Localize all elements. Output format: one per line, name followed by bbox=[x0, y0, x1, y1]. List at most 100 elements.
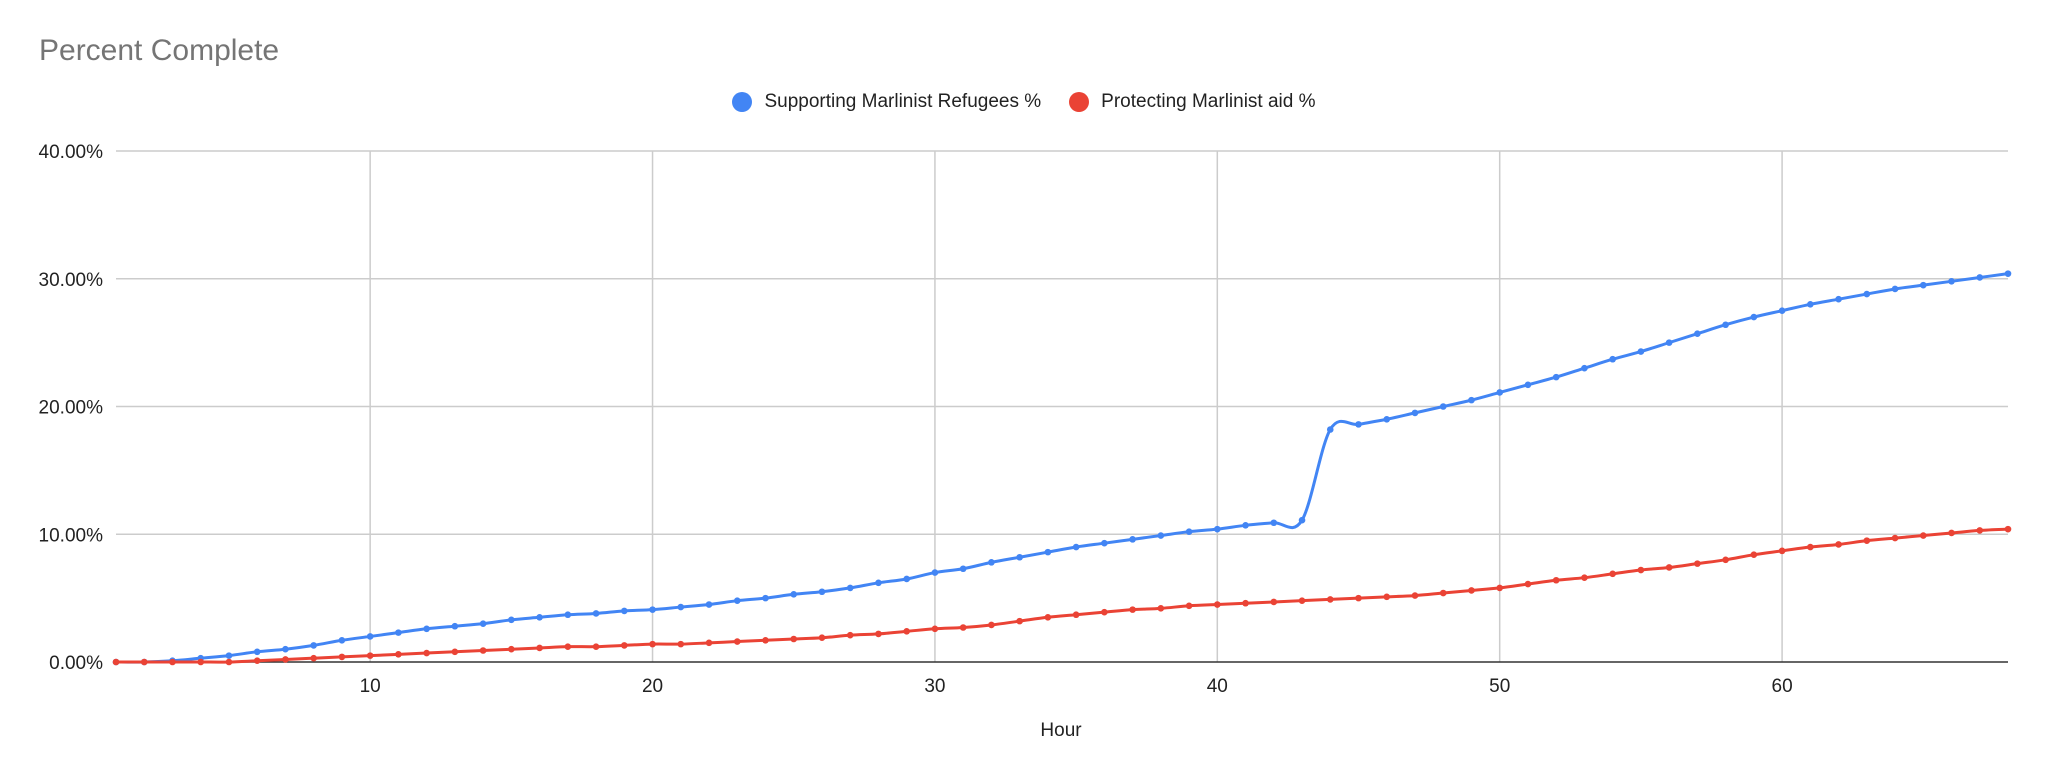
data-point-0[interactable] bbox=[1468, 396, 1475, 404]
data-point-0[interactable] bbox=[620, 607, 628, 615]
data-point-0[interactable] bbox=[1581, 364, 1588, 372]
data-point-0[interactable] bbox=[1439, 403, 1447, 410]
data-point-1[interactable] bbox=[1919, 532, 1927, 539]
data-point-0[interactable] bbox=[253, 648, 261, 656]
data-point-0[interactable] bbox=[1157, 532, 1165, 539]
data-point-0[interactable] bbox=[1044, 548, 1052, 556]
data-point-1[interactable] bbox=[733, 638, 741, 645]
data-point-0[interactable] bbox=[1976, 274, 1984, 281]
data-point-1[interactable] bbox=[1383, 593, 1391, 601]
data-point-1[interactable] bbox=[197, 658, 205, 666]
data-point-0[interactable] bbox=[903, 575, 910, 583]
data-point-0[interactable] bbox=[1411, 409, 1419, 417]
data-point-0[interactable] bbox=[592, 610, 600, 617]
data-point-1[interactable] bbox=[1524, 580, 1532, 588]
data-point-1[interactable] bbox=[282, 656, 289, 663]
data-point-1[interactable] bbox=[762, 636, 769, 644]
data-point-1[interactable] bbox=[1665, 564, 1673, 571]
data-point-0[interactable] bbox=[1778, 307, 1786, 314]
data-point-0[interactable] bbox=[1101, 539, 1108, 547]
data-point-1[interactable] bbox=[875, 630, 882, 638]
data-point-1[interactable] bbox=[1863, 537, 1871, 544]
data-point-1[interactable] bbox=[988, 621, 995, 629]
data-point-1[interactable] bbox=[620, 642, 628, 649]
data-point-1[interactable] bbox=[931, 625, 939, 633]
data-point-0[interactable] bbox=[564, 611, 572, 619]
data-point-1[interactable] bbox=[1270, 598, 1278, 606]
data-point-1[interactable] bbox=[1129, 606, 1136, 613]
data-point-0[interactable] bbox=[1355, 421, 1362, 428]
data-point-0[interactable] bbox=[1524, 381, 1532, 389]
data-point-0[interactable] bbox=[1214, 525, 1221, 533]
data-point-1[interactable] bbox=[395, 651, 402, 658]
data-point-1[interactable] bbox=[508, 645, 515, 653]
data-point-0[interactable] bbox=[366, 633, 374, 640]
data-point-0[interactable] bbox=[1185, 528, 1193, 535]
data-point-0[interactable] bbox=[1891, 285, 1899, 293]
data-point-1[interactable] bbox=[1835, 541, 1842, 548]
data-point-1[interactable] bbox=[1552, 576, 1560, 584]
data-point-0[interactable] bbox=[1948, 278, 1955, 285]
data-point-1[interactable] bbox=[1891, 534, 1899, 542]
data-point-1[interactable] bbox=[1694, 560, 1701, 567]
data-point-1[interactable] bbox=[2004, 525, 2012, 533]
data-point-1[interactable] bbox=[1044, 613, 1052, 621]
data-point-0[interactable] bbox=[846, 584, 854, 592]
data-point-1[interactable] bbox=[1072, 611, 1080, 619]
data-point-1[interactable] bbox=[479, 647, 487, 654]
data-point-0[interactable] bbox=[1016, 553, 1023, 561]
data-point-1[interactable] bbox=[225, 658, 233, 666]
data-point-1[interactable] bbox=[1185, 602, 1193, 610]
data-point-0[interactable] bbox=[282, 645, 289, 653]
data-point-1[interactable] bbox=[564, 643, 572, 650]
data-point-0[interactable] bbox=[677, 603, 685, 611]
data-point-0[interactable] bbox=[451, 622, 459, 630]
data-point-0[interactable] bbox=[508, 616, 515, 624]
data-point-0[interactable] bbox=[310, 642, 317, 649]
data-point-1[interactable] bbox=[1439, 589, 1447, 597]
data-point-0[interactable] bbox=[790, 590, 798, 598]
data-point-0[interactable] bbox=[1242, 522, 1249, 529]
data-point-1[interactable] bbox=[1101, 608, 1108, 616]
data-point-0[interactable] bbox=[536, 613, 543, 621]
data-point-0[interactable] bbox=[931, 569, 939, 576]
data-point-1[interactable] bbox=[818, 634, 826, 642]
data-point-1[interactable] bbox=[1411, 592, 1419, 599]
data-point-1[interactable] bbox=[846, 631, 854, 639]
data-point-0[interactable] bbox=[1298, 516, 1306, 524]
data-point-0[interactable] bbox=[1694, 330, 1701, 337]
data-point-0[interactable] bbox=[1072, 543, 1080, 551]
data-point-1[interactable] bbox=[1581, 574, 1588, 581]
data-point-1[interactable] bbox=[1750, 551, 1758, 558]
data-point-0[interactable] bbox=[1637, 348, 1645, 355]
data-point-1[interactable] bbox=[677, 640, 685, 648]
data-point-1[interactable] bbox=[451, 648, 459, 656]
data-point-0[interactable] bbox=[875, 579, 882, 587]
data-point-1[interactable] bbox=[338, 653, 346, 661]
data-point-0[interactable] bbox=[1496, 389, 1504, 396]
data-point-0[interactable] bbox=[1383, 415, 1391, 423]
data-point-1[interactable] bbox=[112, 658, 120, 666]
data-point-1[interactable] bbox=[1637, 566, 1645, 574]
data-point-1[interactable] bbox=[592, 643, 600, 650]
data-point-1[interactable] bbox=[649, 640, 656, 648]
data-point-1[interactable] bbox=[310, 654, 317, 662]
data-point-0[interactable] bbox=[1807, 301, 1814, 308]
data-point-0[interactable] bbox=[959, 565, 967, 573]
data-point-0[interactable] bbox=[1609, 355, 1616, 363]
data-point-1[interactable] bbox=[959, 624, 967, 631]
data-point-0[interactable] bbox=[649, 606, 656, 613]
data-point-0[interactable] bbox=[2004, 270, 2012, 277]
data-point-1[interactable] bbox=[366, 652, 374, 659]
data-point-0[interactable] bbox=[733, 597, 741, 604]
data-point-0[interactable] bbox=[225, 652, 233, 659]
data-point-1[interactable] bbox=[1214, 601, 1221, 608]
data-point-0[interactable] bbox=[1835, 295, 1842, 303]
data-point-1[interactable] bbox=[1609, 570, 1616, 578]
data-point-1[interactable] bbox=[536, 644, 543, 652]
data-point-1[interactable] bbox=[903, 628, 910, 635]
data-point-0[interactable] bbox=[1863, 290, 1871, 298]
data-point-1[interactable] bbox=[1468, 587, 1475, 594]
data-point-0[interactable] bbox=[479, 620, 487, 627]
data-point-1[interactable] bbox=[1157, 605, 1165, 612]
